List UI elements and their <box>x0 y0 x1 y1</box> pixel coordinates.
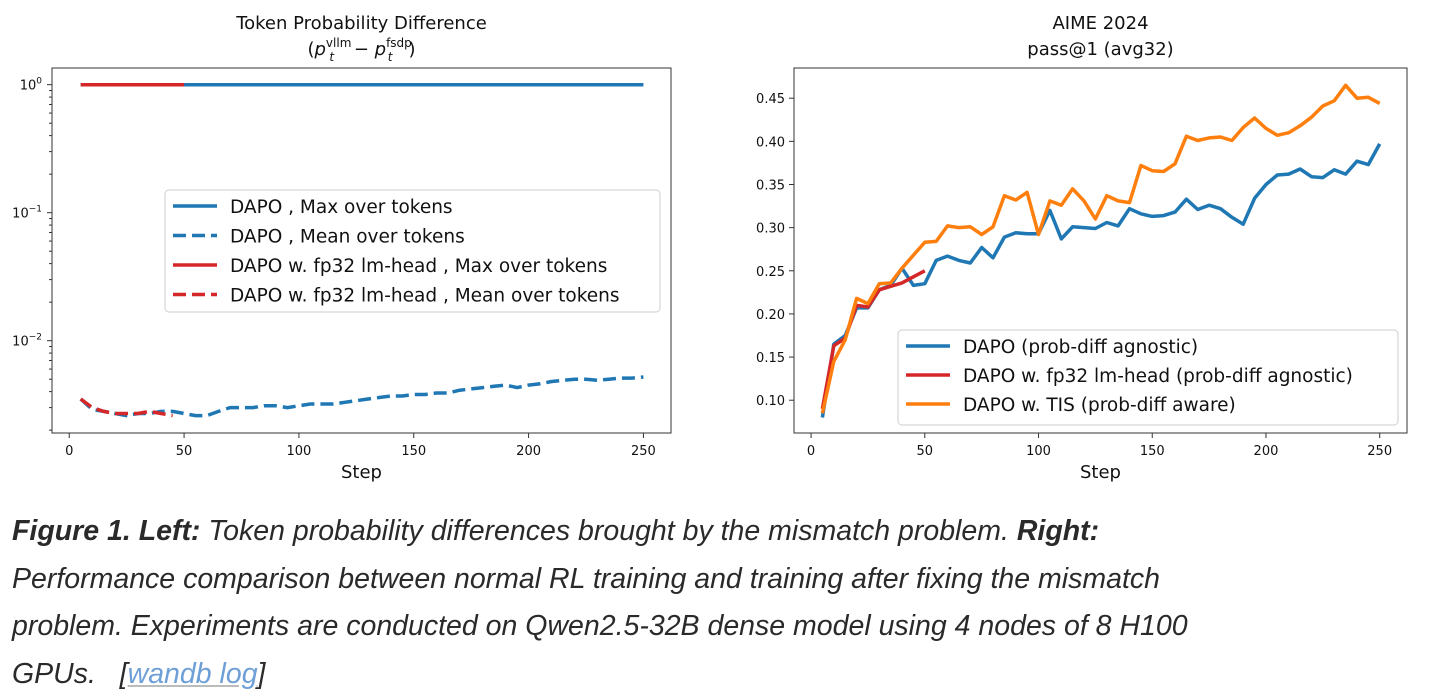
x-axis-label: Step <box>341 462 382 483</box>
subtitle-part: t <box>388 50 394 64</box>
series-line-dapo-w-tis-prob-diff-aware <box>820 83 1381 414</box>
caption-bracket-close: ] <box>257 657 266 690</box>
legend-label: DAPO (prob-diff agnostic) <box>963 337 1198 358</box>
subtitle-part: p <box>374 39 386 60</box>
plot-frame <box>793 67 1408 434</box>
y-tick-label: 10−1 <box>12 205 42 222</box>
x-tick-label: 50 <box>917 444 934 459</box>
legend-label: DAPO w. fp32 lm-head (prob-diff agnostic… <box>963 366 1353 387</box>
x-tick-label: 50 <box>176 444 193 459</box>
figure-caption: Figure 1. Left: Token probability differ… <box>12 508 1432 698</box>
y-tick-label: 0.30 <box>756 222 785 237</box>
tick-exponent: −1 <box>29 205 42 215</box>
x-tick-label: 150 <box>1140 444 1165 459</box>
x-tick-label: 100 <box>1026 444 1051 459</box>
caption-figure-label: Figure 1. Left: <box>12 515 201 547</box>
series-line-dapo-w-fp32-lm-head-prob-diff-agnostic <box>820 269 926 410</box>
x-tick-label: 100 <box>286 444 311 459</box>
chart-title: AIME 2024 <box>1052 13 1148 34</box>
y-tick-label: 100 <box>20 77 43 94</box>
chart-subtitle: (pvllm t − pfsdp t) <box>307 36 415 64</box>
x-tick-label: 150 <box>401 444 426 459</box>
x-tick-label: 200 <box>1254 444 1279 459</box>
caption-left-text: Token probability differences brought by… <box>200 515 1017 547</box>
legend-label: DAPO w. TIS (prob-diff aware) <box>963 395 1236 416</box>
subtitle-part: vllm <box>326 36 351 50</box>
x-tick-label: 200 <box>516 444 541 459</box>
tick-base: 10 <box>20 79 37 94</box>
subtitle-part: − <box>348 39 375 60</box>
series-line-dapo-mean-over-tokens <box>79 375 644 418</box>
subtitle-part: fsdp <box>386 36 412 50</box>
tick-exponent: 0 <box>36 77 42 87</box>
legend-box <box>897 329 1399 426</box>
figure-charts: Token Probability Difference(pvllm t − pf… <box>12 13 1408 483</box>
x-tick-label: 250 <box>1367 444 1392 459</box>
chart-title: Token Probability Difference <box>235 13 487 34</box>
caption-line-2: Performance comparison between normal RL… <box>12 562 1160 595</box>
chart-subtitle: pass@1 (avg32) <box>1027 39 1173 60</box>
legend-label: DAPO , Max over tokens <box>230 197 453 218</box>
legend-label: DAPO w. fp32 lm-head , Mean over tokens <box>230 286 620 307</box>
subtitle-part: ) <box>409 39 416 60</box>
tick-base: 10 <box>12 207 29 222</box>
subtitle-part: p <box>313 39 325 60</box>
y-tick-label: 0.25 <box>756 265 785 280</box>
plot-frame <box>51 67 672 434</box>
tick-exponent: −2 <box>29 333 42 343</box>
legend-box <box>164 189 661 313</box>
subtitle-part: t <box>329 50 335 64</box>
y-tick-label: 0.10 <box>756 394 785 409</box>
legend: DAPO (prob-diff agnostic) DAPO w. fp32 lm… <box>897 329 1399 426</box>
caption-gpus-text: GPUs. [ <box>12 657 128 690</box>
tick-base: 10 <box>12 335 29 350</box>
caption-line-1: Figure 1. Left: Token probability differ… <box>12 508 1432 556</box>
aime-2024-chart: AIME 2024 pass@1 (avg32) 0 50 100 150 200 250 St… <box>756 13 1408 483</box>
y-tick-label: 10−2 <box>12 333 42 350</box>
x-tick-label: 0 <box>65 444 73 459</box>
y-tick-label: 0.45 <box>756 92 785 107</box>
caption-right-label: Right: <box>1016 515 1100 547</box>
series-line-dapo-prob-diff-agnostic <box>820 143 1382 418</box>
legend-label: DAPO w. fp32 lm-head , Max over tokens <box>230 256 607 277</box>
token-prob-diff-chart: Token Probability Difference(pvllm t − pf… <box>12 13 672 483</box>
series-line-dapo-w-fp32-lm-head-mean-over-tokens <box>79 397 173 418</box>
y-tick-label: 0.20 <box>756 308 785 323</box>
y-tick-label: 0.35 <box>756 178 785 193</box>
subtitle-part: ( <box>307 39 314 60</box>
legend: DAPO , Max over tokens DAPO , Mean over t… <box>164 189 661 313</box>
caption-line-4: GPUs. [wandb log] <box>12 651 1432 698</box>
wandb-log-link[interactable]: wandb log <box>127 657 258 690</box>
caption-line-3: problem. Experiments are conducted on Qw… <box>12 610 1188 642</box>
x-tick-label: 250 <box>631 444 656 459</box>
x-axis-label: Step <box>1080 462 1121 483</box>
legend-label: DAPO , Mean over tokens <box>230 227 465 248</box>
x-tick-label: 0 <box>807 444 815 459</box>
y-tick-label: 0.15 <box>756 351 785 366</box>
y-tick-label: 0.40 <box>756 135 785 150</box>
